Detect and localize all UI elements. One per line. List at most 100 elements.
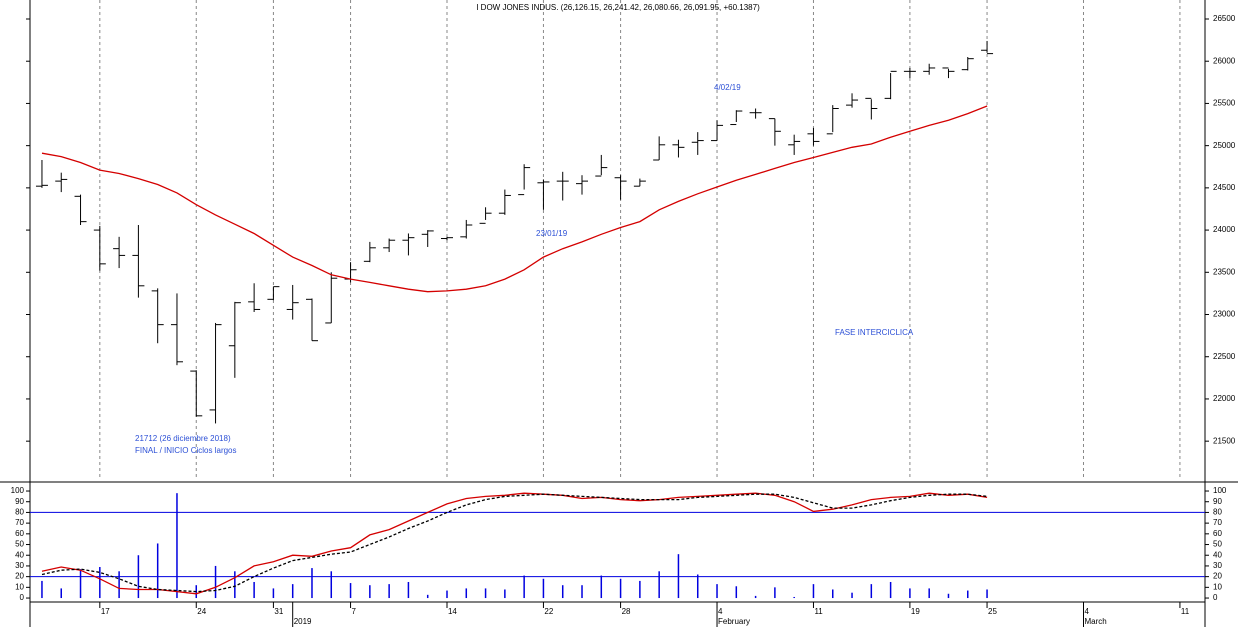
y-tick-label: 23500 [1213,267,1236,276]
bar [523,575,525,599]
y-tick-label-left: 100 [11,486,25,495]
y-tick-label: 26000 [1213,56,1236,65]
y-tick-label-left: 40 [15,550,24,559]
bar [291,584,294,599]
bar [330,571,333,599]
bar [79,569,82,599]
line [41,493,988,593]
y-tick-label-left: 10 [15,582,24,591]
y-tick-label: 60 [1213,529,1222,538]
bar [407,581,410,599]
x-tick-label: 14 [448,607,457,616]
bar [446,590,448,599]
bar [639,580,641,599]
y-tick-label: 90 [1213,497,1222,506]
bar [928,588,930,599]
annotation: FASE INTERCICLICA [835,328,914,337]
bar [716,584,718,599]
x-tick-label: 11 [1181,607,1190,616]
x-tick-label: 4 [1084,607,1089,616]
y-tick-label-left: 80 [15,508,24,517]
bar [619,578,622,599]
y-tick-label: 0 [1213,593,1218,602]
line [41,105,988,293]
bar [581,585,583,599]
x-tick-label: 22 [544,607,553,616]
y-tick-label-left: 70 [15,518,24,527]
y-tick-label: 50 [1213,540,1222,549]
y-tick-label: 30 [1213,561,1222,570]
bar [156,543,159,599]
y-tick-label: 80 [1213,508,1222,517]
chart-title: I DOW JONES INDUS. (26,126.15, 26,241.42… [476,3,760,12]
x-tick-label: 25 [988,607,997,616]
bar [600,575,603,599]
y-tick-label: 40 [1213,550,1222,559]
annotation: 23/01/19 [536,229,568,238]
y-tick-label: 25000 [1213,141,1236,150]
annotation: FINAL / INICIO Ciclos largos [135,446,237,455]
y-tick-label: 10 [1213,582,1222,591]
x-tick-label: 19 [911,607,920,616]
y-tick-label: 24500 [1213,183,1236,192]
x-tick-label: 11 [814,607,823,616]
bar [504,589,506,599]
x-tick-label: 4 [718,607,723,616]
bar [967,590,969,599]
bar [677,554,680,599]
line [41,492,988,595]
bar [986,589,988,599]
bar [214,565,217,599]
y-tick-label: 25500 [1213,99,1236,108]
x-tick-label: 24 [197,607,206,616]
x-tick-label: 17 [101,607,110,616]
bar [388,584,390,599]
bar [311,568,313,599]
y-tick-label-left: 90 [15,497,24,506]
bar [909,588,911,599]
bar [947,593,950,599]
bar [369,585,371,599]
annotation: 4/02/19 [714,83,741,92]
bar [831,589,834,599]
y-tick-label-left: 30 [15,561,24,570]
y-tick-label-left: 50 [15,540,24,549]
y-tick-label: 100 [1213,486,1227,495]
bar [137,555,140,599]
bar [870,584,873,599]
y-tick-label: 24000 [1213,225,1236,234]
bar [754,595,757,599]
bar [793,596,795,599]
bar [465,588,468,599]
y-tick-label: 70 [1213,518,1222,527]
bar [542,578,545,599]
bar [561,585,564,599]
y-tick-label: 22000 [1213,394,1236,403]
bar [889,581,892,599]
x-tick-label: 7 [352,607,357,616]
x-tick-label: 28 [622,607,631,616]
bar [658,571,660,599]
y-tick-label: 26500 [1213,14,1236,23]
bar [426,594,429,599]
bar [234,571,236,599]
bar [99,567,101,599]
bar [774,587,776,599]
bar [272,588,275,599]
x-sublabel: 2019 [294,617,312,626]
bar [735,586,738,599]
y-tick-label: 23000 [1213,310,1236,319]
bar [812,584,815,599]
bar [118,571,120,599]
x-sublabel: February [718,617,750,626]
annotation: 21712 (26 diciembre 2018) [135,434,231,443]
y-tick-label-left: 60 [15,529,24,538]
y-tick-label: 21500 [1213,436,1236,445]
y-tick-label-left: 0 [20,593,25,602]
bar [349,583,352,599]
bar [176,493,178,599]
bar [696,574,699,599]
bar [253,581,255,599]
y-tick-label: 20 [1213,572,1222,581]
